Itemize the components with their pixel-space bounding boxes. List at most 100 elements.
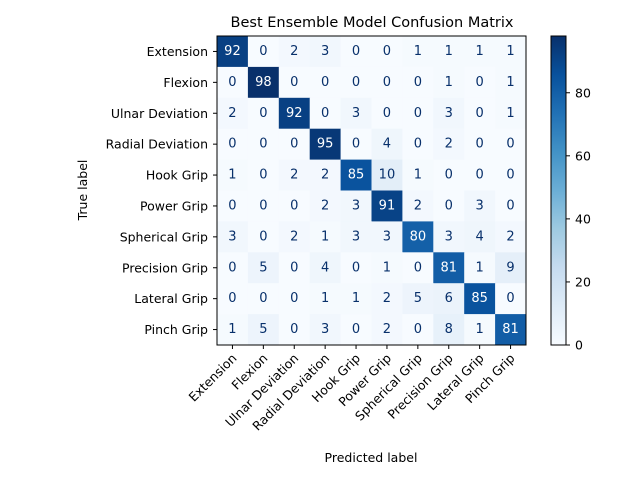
- cell-value-label: 2: [290, 44, 298, 59]
- matrix-cell: [402, 66, 434, 99]
- matrix-cell: [433, 97, 465, 130]
- matrix-cell: [217, 283, 249, 315]
- cell-value-label: 1: [476, 44, 484, 59]
- cell-value-label: 2: [321, 198, 329, 213]
- matrix-cell: [247, 66, 280, 99]
- matrix-cell: [247, 190, 280, 222]
- cell-value-label: 0: [259, 137, 267, 152]
- matrix-cell: [217, 252, 249, 284]
- matrix-cell: [464, 66, 496, 99]
- cell-value-label: 0: [259, 291, 267, 306]
- matrix-cell: [402, 252, 434, 284]
- matrix-cell: [247, 221, 280, 253]
- cell-value-label: 0: [352, 322, 360, 337]
- cell-value-label: 0: [259, 106, 267, 121]
- matrix-cell: [217, 314, 249, 346]
- cell-value-label: 98: [255, 75, 272, 90]
- cell-value-label: 4: [321, 260, 329, 275]
- y-tick-label: Ulnar Deviation: [111, 106, 208, 121]
- y-tick-label: Power Grip: [140, 198, 208, 213]
- matrix-cell: [247, 97, 280, 130]
- colorbar-ticks: 0 20 40 60 80: [566, 85, 591, 353]
- cell-value-label: 0: [506, 198, 514, 213]
- matrix-cell: [309, 221, 341, 253]
- matrix-cell: [278, 36, 311, 68]
- matrix-cell: [309, 314, 341, 346]
- cell-value-label: 1: [228, 322, 236, 337]
- matrix-cell: [464, 221, 496, 253]
- matrix-cell: [402, 283, 434, 315]
- matrix-cell: [247, 128, 280, 160]
- matrix-cell: [371, 97, 403, 130]
- matrix-cell: [309, 252, 341, 284]
- cell-value-label: 0: [383, 75, 391, 90]
- matrix-cell: [464, 190, 496, 222]
- cell-value-label: 1: [506, 44, 514, 59]
- matrix-cell: [402, 190, 434, 222]
- cell-value-label: 0: [290, 291, 298, 306]
- matrix-cell: [464, 283, 496, 315]
- matrix-cell: [495, 128, 527, 160]
- cell-value-label: 0: [259, 229, 267, 244]
- cell-value-label: 0: [352, 75, 360, 90]
- cell-value-label: 5: [259, 260, 267, 275]
- matrix-cell: [371, 36, 403, 68]
- cell-value-label: 1: [445, 75, 453, 90]
- cell-value-label: 0: [506, 291, 514, 306]
- matrix-cell: [340, 190, 372, 222]
- cell-value-label: 1: [445, 44, 453, 59]
- y-tick-label: Pinch Grip: [144, 322, 208, 337]
- cell-value-label: 3: [228, 229, 236, 244]
- cell-value-label: 81: [502, 322, 519, 337]
- matrix-cell: [340, 97, 372, 130]
- matrix-cell: [340, 66, 372, 99]
- cell-value-label: 8: [445, 322, 453, 337]
- matrix-cell: [495, 252, 527, 284]
- cell-value-label: 2: [414, 198, 422, 213]
- cell-value-label: 0: [383, 44, 391, 59]
- matrix-cell: [371, 159, 403, 191]
- cell-value-label: 1: [352, 291, 360, 306]
- matrix-cell: [278, 97, 311, 130]
- matrix-cell: [464, 252, 496, 284]
- cell-value-label: 0: [259, 44, 267, 59]
- matrix-cell: [217, 97, 249, 130]
- cell-value-label: 85: [471, 291, 488, 306]
- y-tick-label: Flexion: [163, 75, 208, 90]
- matrix-cell: [278, 190, 311, 222]
- cell-value-label: 3: [445, 229, 453, 244]
- matrix-cell: [340, 128, 372, 160]
- cell-value-label: 0: [476, 168, 484, 183]
- matrix-cell: [247, 283, 280, 315]
- matrix-cell: [433, 221, 465, 253]
- cell-value-label: 2: [228, 106, 236, 121]
- matrix-cell: [495, 159, 527, 191]
- cell-value-label: 1: [414, 168, 422, 183]
- cell-value-label: 0: [414, 106, 422, 121]
- y-tick-label: Radial Deviation: [106, 137, 208, 152]
- cell-value-label: 3: [352, 229, 360, 244]
- matrix-cell: [402, 128, 434, 160]
- y-tick-label: Spherical Grip: [120, 229, 208, 244]
- matrix-cell: [371, 221, 403, 253]
- cell-value-label: 0: [445, 168, 453, 183]
- cell-value-label: 2: [383, 322, 391, 337]
- matrix-cell: [371, 128, 403, 160]
- matrix-cell: [278, 128, 311, 160]
- matrix-cell: [217, 66, 249, 99]
- cell-value-label: 0: [414, 322, 422, 337]
- matrix-cell: [402, 314, 434, 346]
- matrix-cell: [495, 314, 527, 346]
- matrix-cell: [217, 128, 249, 160]
- cell-value-label: 10: [379, 168, 396, 183]
- cell-value-label: 0: [321, 75, 329, 90]
- cell-value-label: 81: [440, 260, 457, 275]
- matrix-cell: [309, 159, 341, 191]
- matrix-cell: [278, 283, 311, 315]
- matrix-cell: [402, 36, 434, 68]
- colorbar: [550, 35, 567, 346]
- cell-value-label: 0: [414, 137, 422, 152]
- matrix-cell: [247, 252, 280, 284]
- matrix-cell: [278, 159, 311, 191]
